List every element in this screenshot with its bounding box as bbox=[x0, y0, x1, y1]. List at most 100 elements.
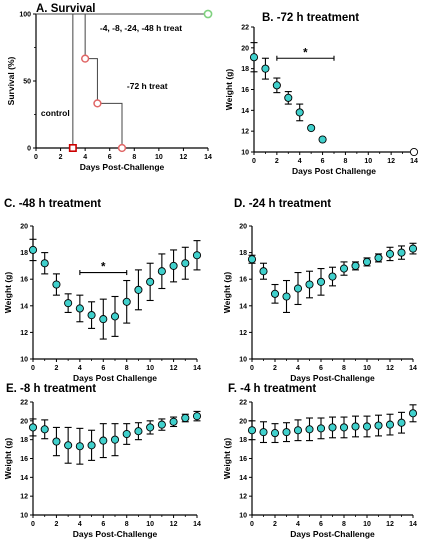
series-line-72h bbox=[84, 14, 123, 148]
y-tick-label: 10 bbox=[20, 513, 28, 520]
y-tick-label: 14 bbox=[20, 475, 28, 482]
x-tick-label: 4 bbox=[296, 521, 300, 528]
y-tick-label: 14 bbox=[239, 303, 247, 310]
x-tick-label: 12 bbox=[180, 154, 188, 161]
x-tick-label: 14 bbox=[409, 365, 417, 372]
x-tick-label: 8 bbox=[125, 521, 129, 528]
y-axis-label: Weight (g) bbox=[222, 438, 232, 480]
data-point bbox=[295, 108, 304, 117]
x-tick-label: 0 bbox=[252, 158, 256, 165]
y-tick-label: 18 bbox=[20, 250, 28, 257]
data-point bbox=[259, 267, 268, 276]
data-point bbox=[181, 259, 190, 268]
y-tick-label: 12 bbox=[20, 494, 28, 501]
data-point bbox=[192, 412, 202, 421]
x-tick-label: 0 bbox=[250, 365, 254, 372]
x-tick-label: 4 bbox=[78, 521, 82, 528]
y-tick-label: 16 bbox=[239, 277, 247, 284]
data-point bbox=[408, 409, 418, 418]
x-tick-label: 8 bbox=[342, 365, 346, 372]
panel-title: D. -24 h treatment bbox=[234, 198, 331, 210]
data-point bbox=[362, 257, 372, 266]
x-tick-label: 14 bbox=[193, 521, 201, 528]
legend-72h-label: -72 h treat bbox=[127, 81, 168, 91]
x-tick-label: 8 bbox=[343, 158, 347, 165]
data-point bbox=[122, 429, 131, 439]
x-tick-label: 0 bbox=[250, 521, 254, 528]
y-tick-label: 16 bbox=[239, 456, 247, 463]
data-point bbox=[75, 304, 84, 313]
y-tick-label: 14 bbox=[239, 475, 247, 482]
panel-title: F. -4 h treatment bbox=[228, 383, 316, 395]
x-axis-label: Days Post-Challenge bbox=[73, 529, 158, 539]
data-point bbox=[157, 420, 166, 429]
data-point bbox=[169, 417, 178, 426]
data-point bbox=[261, 64, 270, 73]
y-tick-label: 18 bbox=[239, 250, 247, 257]
data-point bbox=[122, 297, 131, 306]
data-point bbox=[385, 249, 395, 258]
x-tick-label: 0 bbox=[34, 154, 38, 161]
data-point bbox=[409, 147, 419, 157]
x-tick-label: 12 bbox=[387, 158, 395, 165]
data-point bbox=[305, 280, 314, 289]
data-point bbox=[64, 299, 73, 308]
panel-e: E. -8 h treatment 0 2 4 6 8 10 12 14 10 12 14 16 18 20… bbox=[3, 383, 202, 539]
x-tick-label: 6 bbox=[101, 365, 105, 372]
legend-control-label: control bbox=[41, 108, 70, 118]
x-tick-label: 6 bbox=[108, 154, 112, 161]
x-tick-label: 6 bbox=[321, 158, 325, 165]
data-point bbox=[351, 422, 360, 431]
x-tick-label: 10 bbox=[155, 154, 163, 161]
data-point bbox=[351, 261, 360, 270]
x-tick-label: 2 bbox=[59, 154, 63, 161]
data-point bbox=[282, 428, 291, 437]
series-point-72h bbox=[80, 54, 90, 63]
y-tick-label: 10 bbox=[239, 357, 247, 364]
data-point bbox=[146, 423, 155, 432]
data-point bbox=[339, 423, 349, 432]
series-point-treat bbox=[203, 9, 213, 19]
x-tick-label: 8 bbox=[132, 154, 136, 161]
data-point bbox=[270, 289, 280, 298]
y-tick-label: 0 bbox=[27, 146, 31, 153]
x-tick-label: 2 bbox=[275, 158, 279, 165]
x-tick-label: 2 bbox=[54, 521, 58, 528]
y-tick-label: 16 bbox=[20, 277, 28, 284]
x-tick-label: 14 bbox=[409, 521, 417, 528]
y-tick-label: 10 bbox=[241, 150, 249, 157]
y-axis-label: Weight (g) bbox=[224, 69, 234, 111]
data-point bbox=[40, 259, 49, 268]
y-tick-label: 16 bbox=[241, 87, 249, 94]
y-tick-label: 12 bbox=[241, 129, 249, 136]
data-point bbox=[284, 93, 293, 102]
y-tick-label: 100 bbox=[19, 12, 31, 19]
y-axis-label: Survival (%) bbox=[6, 57, 16, 106]
y-tick-label: 22 bbox=[241, 25, 249, 32]
data-point bbox=[374, 253, 383, 262]
y-tick-label: 14 bbox=[241, 108, 249, 115]
y-tick-label: 18 bbox=[20, 437, 28, 444]
y-tick-label: 20 bbox=[241, 45, 249, 52]
x-axis-label: Days Post Challenge bbox=[292, 166, 376, 176]
data-point bbox=[64, 441, 73, 450]
x-axis-label: Days Post-Challenge bbox=[290, 373, 375, 383]
data-point bbox=[374, 421, 383, 430]
y-tick-label: 10 bbox=[239, 513, 247, 520]
data-point bbox=[181, 413, 190, 423]
data-point bbox=[307, 123, 316, 133]
x-tick-label: 2 bbox=[273, 365, 277, 372]
x-tick-label: 4 bbox=[78, 365, 82, 372]
data-point bbox=[282, 292, 291, 301]
y-tick-label: 14 bbox=[20, 303, 28, 310]
y-tick-label: 18 bbox=[241, 66, 249, 73]
legend-treat-label: -4, -8, -24, -48 h treat bbox=[100, 23, 182, 33]
data-point bbox=[316, 277, 326, 286]
x-tick-label: 4 bbox=[298, 158, 302, 165]
data-point bbox=[305, 425, 314, 434]
data-point bbox=[339, 264, 349, 273]
y-tick-label: 10 bbox=[20, 357, 28, 364]
y-tick-label: 20 bbox=[239, 224, 247, 231]
data-point bbox=[28, 245, 38, 254]
x-tick-label: 12 bbox=[170, 521, 178, 528]
